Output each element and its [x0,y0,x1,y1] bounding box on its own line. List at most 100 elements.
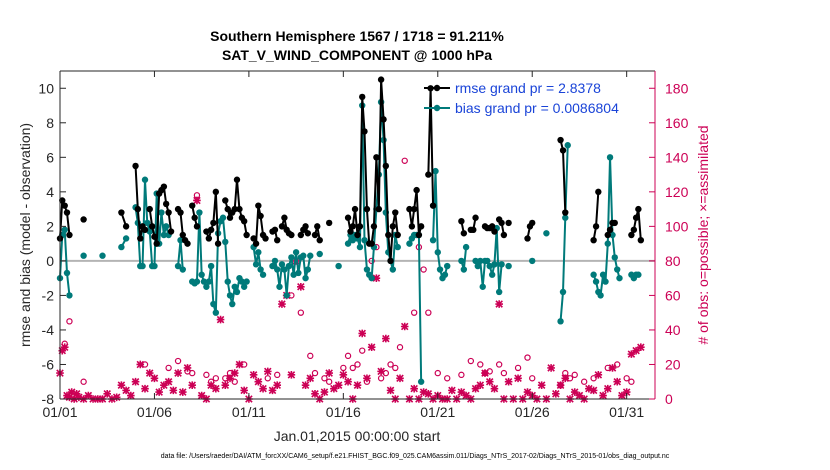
obs-assimilated-marker [552,390,560,398]
obs-assimilated-marker [485,377,494,386]
obs-assimilated-marker [608,364,617,372]
bias-marker [543,230,550,237]
rmse-marker [408,223,416,230]
rmse-marker [488,223,496,230]
bias-marker [479,283,486,290]
obs-assimilated-marker [570,388,579,396]
rmse-marker [630,226,638,234]
bias-marker [160,231,168,239]
obs-possible-marker [420,266,427,273]
obs-assimilated-marker [386,386,395,395]
obs-possible-marker [529,375,536,382]
obs-assimilated-marker [235,360,244,369]
obs-possible-marker [477,361,484,368]
rmse-marker [389,223,397,230]
bias-line-segment [559,145,569,322]
rmse-marker [361,128,368,135]
obs-assimilated-marker [230,369,239,377]
rmse-marker [557,136,564,144]
rmse-marker [262,235,269,242]
rmse-marker [375,205,383,213]
rmse-marker [255,202,262,209]
rmse-marker [344,214,352,221]
bias-marker [198,271,205,278]
bias-marker [616,274,623,282]
bias-marker [472,257,479,265]
obs-assimilated-marker [150,374,159,383]
rmse-marker [151,233,158,240]
x-tick-label: 01/31 [609,404,644,420]
right-tick-label: 40 [665,322,681,338]
obs-assimilated-marker [481,369,489,377]
y-tick-label: 8 [46,115,54,131]
rmse-marker [498,219,505,227]
rmse-marker [297,231,305,239]
bias-marker [229,300,236,308]
bias-marker [394,243,401,251]
bias-marker [356,243,364,251]
bias-marker [606,154,614,161]
rmse-marker [470,226,477,234]
rmse-marker [236,205,243,213]
bias-marker [304,266,312,273]
rmse-marker [592,223,600,230]
rmse-marker [146,205,153,213]
bias-marker [231,283,238,290]
obs-assimilated-marker [476,381,485,389]
rmse-marker [250,235,257,242]
obs-assimilated-marker [419,388,428,396]
obs-assimilated-marker [410,384,418,393]
bias-marker [212,309,220,316]
bias-marker [243,278,250,285]
obs-assimilated-marker [556,381,565,389]
rmse-marker [559,147,567,154]
right-tick-label: 140 [665,149,689,165]
rmse-marker [606,226,614,234]
rmse-marker [500,231,508,239]
obs-assimilated-marker [259,384,267,393]
rmse-marker [224,205,231,213]
obs-assimilated-marker [188,381,197,389]
rmse-marker [385,231,392,239]
bias-marker [174,262,182,270]
obs-assimilated-marker [471,384,480,393]
bias-marker [207,262,215,270]
x-tick-label: 01/16 [326,404,361,420]
obs-assimilated-marker [249,371,258,379]
rmse-marker [278,223,286,230]
data-file-footnote: data file: /Users/raeder/DAI/ATM_forcXX/… [161,453,670,460]
bias-marker [205,278,213,285]
rmse-marker [311,231,319,239]
bias-marker [444,262,451,270]
rmse-marker [122,223,130,230]
rmse-marker [191,214,198,221]
obs-possible-marker [387,361,394,368]
rmse-marker [406,205,413,213]
obs-assimilated-marker [523,388,532,396]
obs-possible-marker [189,369,196,377]
bias-marker [139,262,146,270]
bias-marker [611,254,618,261]
bias-marker [61,226,68,234]
bias-marker [226,292,234,299]
obs-assimilated-marker [637,343,645,352]
bias-marker [257,266,264,273]
obs-possible-marker [396,344,404,351]
bias-marker [505,262,512,270]
obs-assimilated-marker [462,391,470,400]
bias-marker [462,243,470,251]
obs-assimilated-marker [174,369,182,377]
bias-marker [196,209,203,216]
obs-assimilated-marker [212,384,220,393]
bias-marker [344,240,352,247]
bias-marker [559,288,567,296]
rmse-marker [179,231,186,239]
bias-marker [288,254,295,261]
bias-marker [162,223,170,230]
rmse-marker [595,188,602,196]
obs-assimilated-marker [216,315,225,324]
right-tick-label: 20 [665,356,681,372]
obs-assimilated-marker [84,391,93,400]
obs-assimilated-marker [344,377,352,386]
